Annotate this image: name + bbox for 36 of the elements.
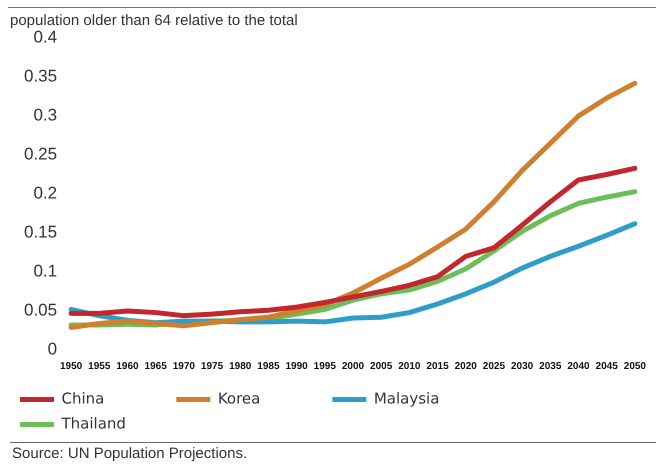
- legend-label: Malaysia: [374, 389, 482, 408]
- legend-label: China: [62, 389, 166, 408]
- x-tick-label: 1985: [257, 360, 280, 372]
- x-tick-label: 2010: [398, 360, 421, 372]
- x-tick-label: 2005: [370, 360, 393, 372]
- source-note: Source: UN Population Projections.: [10, 442, 656, 462]
- y-tick-label: 0.4: [33, 28, 58, 47]
- y-tick-label: 0.05: [24, 300, 58, 320]
- x-tick-label: 1980: [229, 360, 252, 372]
- x-tick-label: 2040: [567, 360, 590, 372]
- y-tick-label: 0.2: [33, 184, 58, 203]
- x-tick-label: 1965: [144, 360, 168, 372]
- x-tick-label: 1960: [116, 360, 140, 372]
- legend-label: Thailand: [60, 414, 169, 432]
- x-tick-label: 2035: [539, 360, 562, 372]
- x-tick-label: 2025: [482, 360, 506, 372]
- x-tick-label: 1955: [88, 360, 111, 372]
- x-tick-label: 1970: [172, 360, 196, 372]
- x-tick-label: 1995: [314, 360, 336, 372]
- x-tick-label: 2050: [624, 360, 646, 372]
- y-tick-label: 0: [48, 340, 58, 359]
- x-tick-label: 1990: [285, 360, 308, 372]
- y-tick-label: 0.3: [33, 106, 58, 125]
- y-tick-label: 0.35: [24, 66, 58, 86]
- x-tick-label: 2015: [426, 360, 450, 372]
- y-tick-label: 0.15: [24, 222, 58, 242]
- chart-title: population older than 64 relative to the total: [10, 12, 298, 30]
- x-tick-label: 2020: [454, 360, 478, 372]
- x-tick-label: 1975: [200, 360, 224, 372]
- legend-label: Korea: [218, 389, 322, 408]
- y-tick-label: 0.1: [33, 262, 58, 281]
- x-tick-label: 2030: [510, 360, 534, 372]
- x-tick-label: 1950: [60, 360, 83, 372]
- x-tick-label: 2000: [342, 360, 365, 372]
- x-tick-label: 2045: [596, 360, 618, 372]
- y-tick-label: 0.25: [24, 144, 58, 164]
